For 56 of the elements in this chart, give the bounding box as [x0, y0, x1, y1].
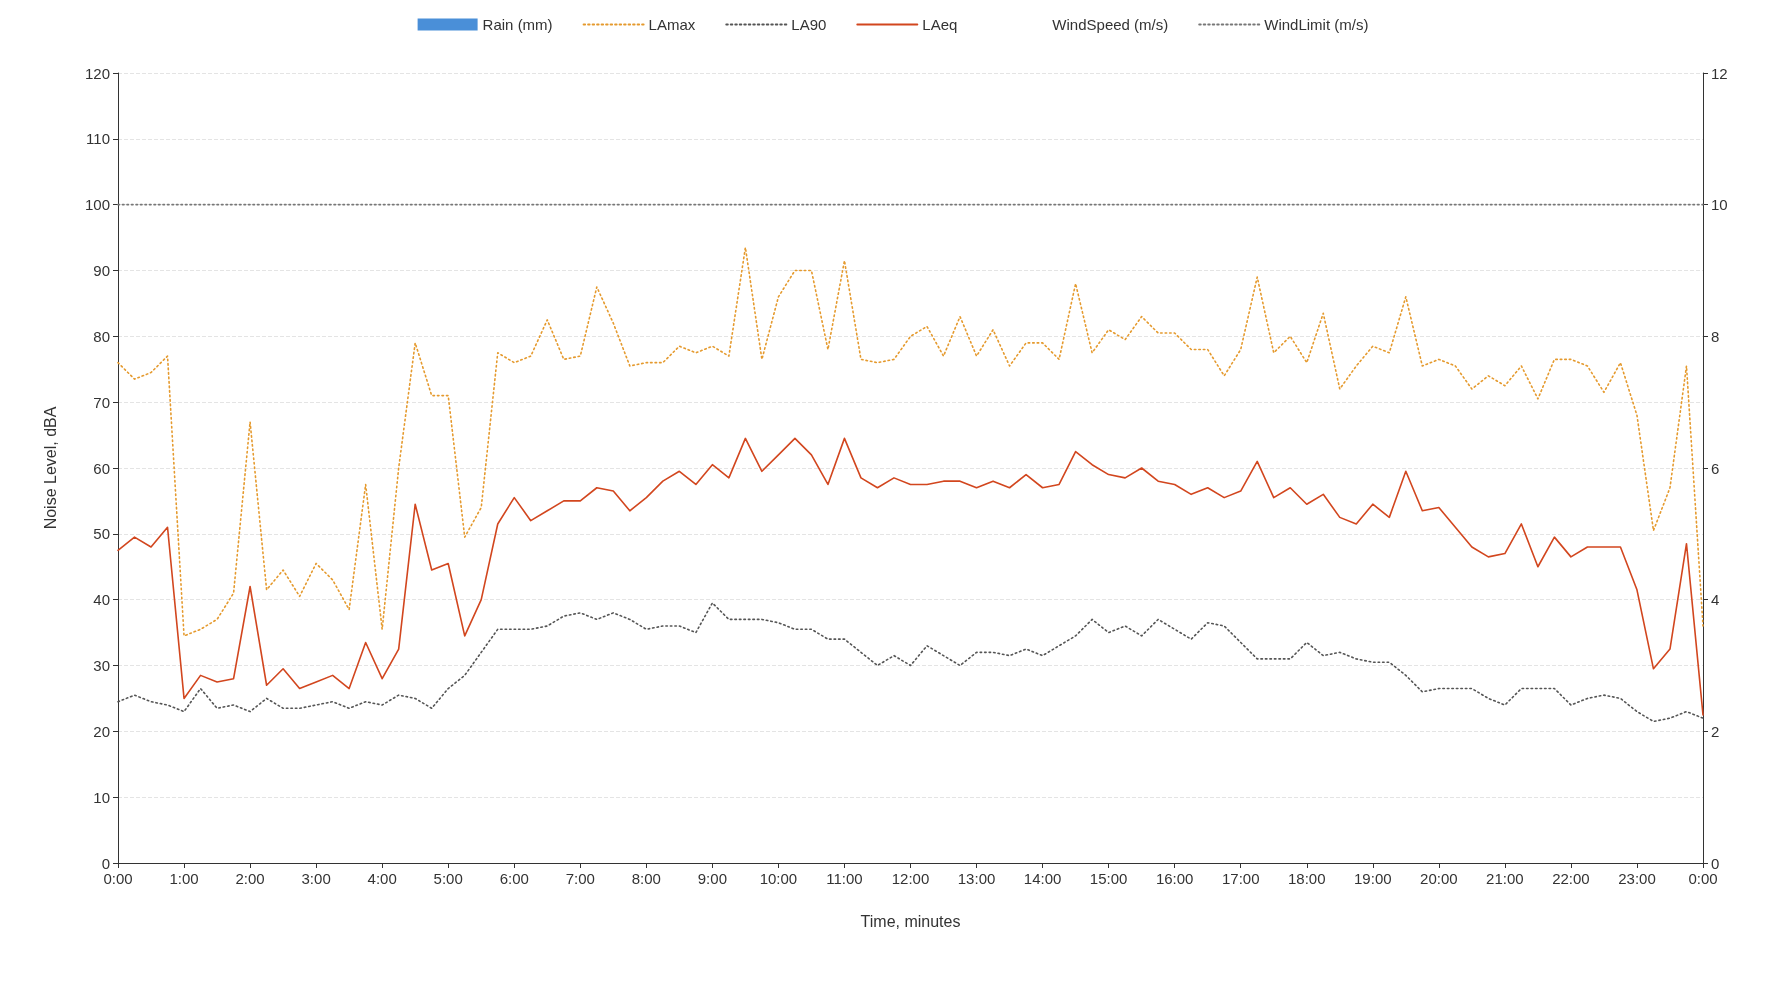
y-tick-label: 120 [84, 64, 110, 82]
line-series [117, 437, 1704, 716]
x-tick-label: 15:00 [1089, 870, 1128, 887]
x-tick-label: 9:00 [697, 870, 727, 887]
x-tick-label: 13:00 [957, 870, 996, 887]
y-tick-label: 100 [84, 196, 110, 214]
text: WindSpeed (m/s) [1052, 16, 1169, 33]
x-tick-label: 18:00 [1287, 870, 1326, 887]
x-tick-label: 14:00 [1023, 870, 1062, 887]
y-tick-label: 0 [101, 854, 110, 872]
y-tick-label: 40 [93, 591, 110, 609]
y2-tick-label: 4 [1711, 591, 1720, 609]
y2-tick-label: 6 [1711, 459, 1720, 477]
line-series [117, 602, 1704, 723]
legend-label: WindLimit (m/s) [1264, 16, 1369, 33]
x-tick-label: 12:00 [891, 870, 930, 887]
x-tick-label: 4:00 [367, 870, 397, 887]
y-tick-label: 30 [93, 657, 110, 674]
y-tick-label: 80 [93, 327, 110, 345]
legend-label: LAeq [922, 16, 958, 33]
y2-tick-label: 0 [1711, 854, 1720, 872]
x-tick-label: 3:00 [301, 870, 331, 887]
x-tick-label: 23:00 [1618, 870, 1656, 887]
x-tick-label: 0:00 [103, 870, 133, 887]
y-tick-label: 70 [93, 393, 110, 411]
y2-tick-label: 2 [1711, 722, 1720, 740]
x-tick-label: 5:00 [433, 870, 463, 887]
y2-tick-label: 8 [1711, 327, 1720, 345]
legend-label: Rain (mm) [482, 16, 553, 33]
y-tick-label: 90 [93, 262, 110, 279]
y-axis-title: Noise Level, dBA [41, 406, 59, 530]
x-tick-label: 20:00 [1420, 870, 1458, 887]
x-tick-label: 19:00 [1354, 870, 1392, 887]
legend-label: LA90 [791, 16, 827, 33]
y-tick-label: 110 [86, 130, 110, 148]
x-tick-label: 1:00 [169, 870, 199, 887]
x-tick-label: 6:00 [499, 870, 529, 887]
x-tick-label: 10:00 [759, 870, 798, 887]
y2-tick-label: 10 [1711, 196, 1728, 214]
x-tick-label: 17:00 [1221, 870, 1260, 887]
y-tick-label: 50 [93, 525, 110, 543]
legend-label: LAmax [648, 16, 696, 33]
y2-tick-label: 12 [1711, 64, 1728, 82]
x-tick-label: 2:00 [235, 870, 265, 887]
x-tick-label: 7:00 [565, 870, 595, 887]
y-tick-label: 60 [93, 459, 110, 477]
x-tick-label: 16:00 [1155, 870, 1194, 887]
x-tick-label: 21:00 [1486, 870, 1524, 887]
x-axis-title: Time, minutes [860, 912, 961, 930]
y-tick-label: 20 [93, 722, 110, 740]
x-tick-label: 8:00 [631, 870, 661, 887]
x-tick-label: 22:00 [1552, 870, 1590, 887]
y-tick-label: 10 [93, 788, 110, 806]
line-series [117, 246, 1704, 637]
x-tick-label: 11:00 [826, 870, 863, 887]
x-tick-label: 0:00 [1688, 870, 1718, 887]
